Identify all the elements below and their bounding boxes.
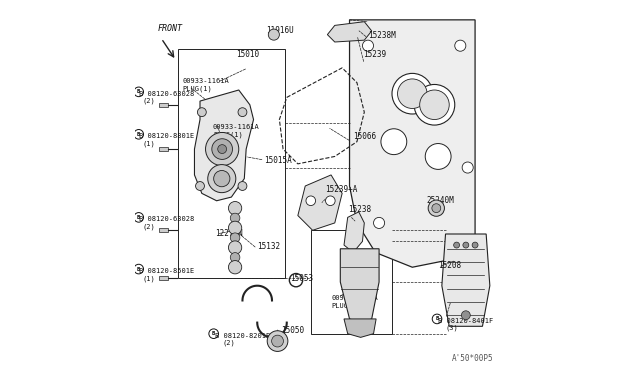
Text: B 08120-8501E: B 08120-8501E <box>139 268 195 274</box>
Text: (1): (1) <box>143 140 156 147</box>
Polygon shape <box>195 90 253 201</box>
Circle shape <box>425 144 451 169</box>
Circle shape <box>218 145 227 154</box>
Circle shape <box>238 182 247 190</box>
Circle shape <box>228 221 242 234</box>
Text: B: B <box>137 89 140 94</box>
Text: 15238: 15238 <box>348 205 371 215</box>
Text: B: B <box>212 331 215 336</box>
Text: B 08120-63028: B 08120-63028 <box>139 216 195 222</box>
Circle shape <box>326 196 335 206</box>
Text: 12279N: 12279N <box>215 230 243 238</box>
Text: 15208: 15208 <box>438 261 461 270</box>
Bar <box>178 49 285 278</box>
Circle shape <box>205 132 239 166</box>
Text: (2): (2) <box>143 223 156 230</box>
Text: 15238M: 15238M <box>368 31 396 40</box>
Circle shape <box>397 79 427 109</box>
Text: B: B <box>137 132 140 137</box>
Circle shape <box>230 233 240 243</box>
Text: PLUG(1): PLUG(1) <box>182 86 212 92</box>
Circle shape <box>381 129 407 155</box>
Circle shape <box>271 335 284 347</box>
Circle shape <box>228 241 242 254</box>
Circle shape <box>461 311 470 320</box>
Text: 15053: 15053 <box>291 274 314 283</box>
Text: A'50*00P5: A'50*00P5 <box>452 354 493 363</box>
Circle shape <box>196 182 204 190</box>
Text: 11916U: 11916U <box>266 26 294 35</box>
Circle shape <box>455 40 466 51</box>
Circle shape <box>230 253 240 262</box>
Text: 00933-1161A: 00933-1161A <box>213 124 260 130</box>
Circle shape <box>208 164 236 193</box>
Bar <box>159 103 168 107</box>
Circle shape <box>228 202 242 215</box>
Text: 00933-1161A: 00933-1161A <box>182 78 229 84</box>
Circle shape <box>214 170 230 187</box>
Text: 15239: 15239 <box>363 51 387 60</box>
Circle shape <box>454 242 460 248</box>
Text: B 08120-63028: B 08120-63028 <box>139 91 195 97</box>
Polygon shape <box>340 249 379 323</box>
Text: 00933-1141A: 00933-1141A <box>331 295 378 301</box>
Circle shape <box>197 108 206 116</box>
Bar <box>159 147 168 151</box>
Polygon shape <box>349 20 475 267</box>
Text: (3): (3) <box>445 325 458 331</box>
Circle shape <box>428 200 444 216</box>
Circle shape <box>414 84 455 125</box>
Bar <box>159 228 168 232</box>
Text: PLUG(1): PLUG(1) <box>213 132 243 138</box>
Text: 15239+A: 15239+A <box>326 185 358 194</box>
Circle shape <box>463 242 468 248</box>
Circle shape <box>392 73 433 114</box>
Text: B 08120-8801E: B 08120-8801E <box>139 133 195 139</box>
Bar <box>159 276 168 280</box>
Circle shape <box>374 217 385 228</box>
Text: FRONT: FRONT <box>157 24 182 33</box>
Circle shape <box>230 213 240 223</box>
Text: 15066: 15066 <box>353 132 376 141</box>
Circle shape <box>268 331 288 352</box>
Text: B: B <box>137 215 140 220</box>
Polygon shape <box>344 212 364 253</box>
Text: 15132: 15132 <box>257 243 280 251</box>
Text: 15050: 15050 <box>281 326 305 335</box>
Text: (2): (2) <box>222 340 235 346</box>
Text: B: B <box>435 317 438 321</box>
Circle shape <box>462 162 473 173</box>
Circle shape <box>212 139 232 160</box>
Circle shape <box>228 260 242 274</box>
Polygon shape <box>344 319 376 337</box>
Text: 15015A: 15015A <box>264 155 292 165</box>
Polygon shape <box>298 175 342 230</box>
Circle shape <box>362 40 374 51</box>
Circle shape <box>268 29 280 40</box>
Text: B: B <box>137 267 140 272</box>
Text: (2): (2) <box>143 98 156 104</box>
Text: (1): (1) <box>143 275 156 282</box>
Bar <box>311 230 392 334</box>
Polygon shape <box>442 234 490 326</box>
Text: PLUG(1): PLUG(1) <box>331 303 361 309</box>
Circle shape <box>472 242 478 248</box>
Circle shape <box>238 108 247 116</box>
Text: 25240M: 25240M <box>426 196 454 205</box>
Polygon shape <box>328 22 372 42</box>
Text: B 08120-8201E: B 08120-8201E <box>215 333 270 339</box>
Text: 15010: 15010 <box>236 51 260 60</box>
Text: B 08120-8401F: B 08120-8401F <box>438 318 493 324</box>
Circle shape <box>306 196 316 206</box>
Circle shape <box>432 204 441 212</box>
Circle shape <box>420 90 449 119</box>
